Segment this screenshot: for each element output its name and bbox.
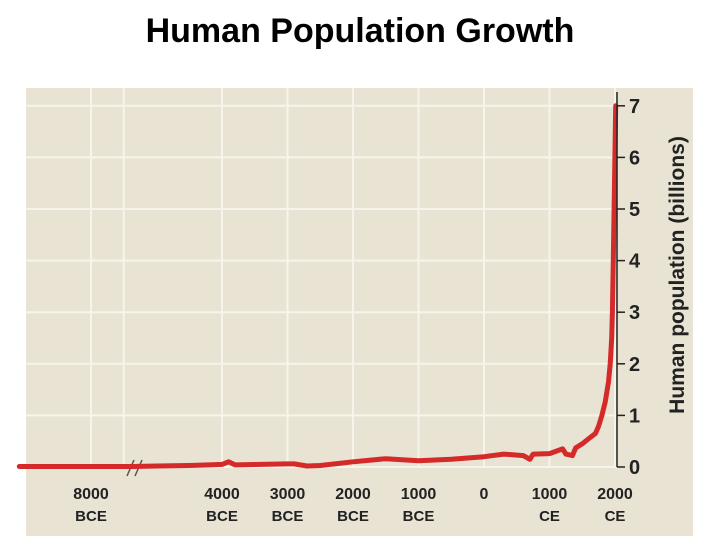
x-tick-era-label: BCE bbox=[272, 508, 304, 525]
x-tick-label: 8000 bbox=[73, 486, 109, 503]
x-tick-label: 1000 bbox=[401, 486, 437, 503]
grid bbox=[26, 88, 617, 468]
y-tick-label: 2 bbox=[629, 354, 640, 376]
y-tick-label: 0 bbox=[629, 457, 640, 479]
x-tick-label: 4000 bbox=[204, 486, 240, 503]
x-tick-era-label: BCE bbox=[206, 508, 238, 525]
x-tick-label: 2000 bbox=[335, 486, 371, 503]
x-tick-label: 1000 bbox=[532, 486, 568, 503]
y-tick-label: 5 bbox=[629, 199, 640, 221]
x-tick-era-label: BCE bbox=[403, 508, 435, 525]
x-axis: 8000 BCE 4000 BCE 3000 BCE 2000 BCE 1000 BCE 0 1000… bbox=[73, 486, 633, 525]
x-tick-label: 2000 bbox=[597, 486, 633, 503]
x-tick-era-label: BCE bbox=[337, 508, 369, 525]
y-axis-title: Human population (billions) bbox=[666, 136, 689, 414]
x-tick-era-label: CE bbox=[605, 508, 626, 525]
y-tick-label: 1 bbox=[629, 405, 640, 427]
x-tick-era-label: CE bbox=[539, 508, 560, 525]
y-axis: 0 1 2 3 4 5 6 7 bbox=[617, 96, 641, 479]
y-tick-label: 7 bbox=[629, 96, 640, 118]
x-tick-label: 3000 bbox=[270, 486, 306, 503]
y-tick-label: 6 bbox=[629, 147, 640, 169]
y-tick-label: 3 bbox=[629, 302, 640, 324]
y-tick-label: 4 bbox=[629, 251, 641, 273]
page-title: Human Population Growth bbox=[145, 12, 575, 50]
x-tick-label: 0 bbox=[480, 486, 489, 503]
population-line bbox=[16, 103, 619, 469]
x-tick-era-label: BCE bbox=[75, 508, 107, 525]
